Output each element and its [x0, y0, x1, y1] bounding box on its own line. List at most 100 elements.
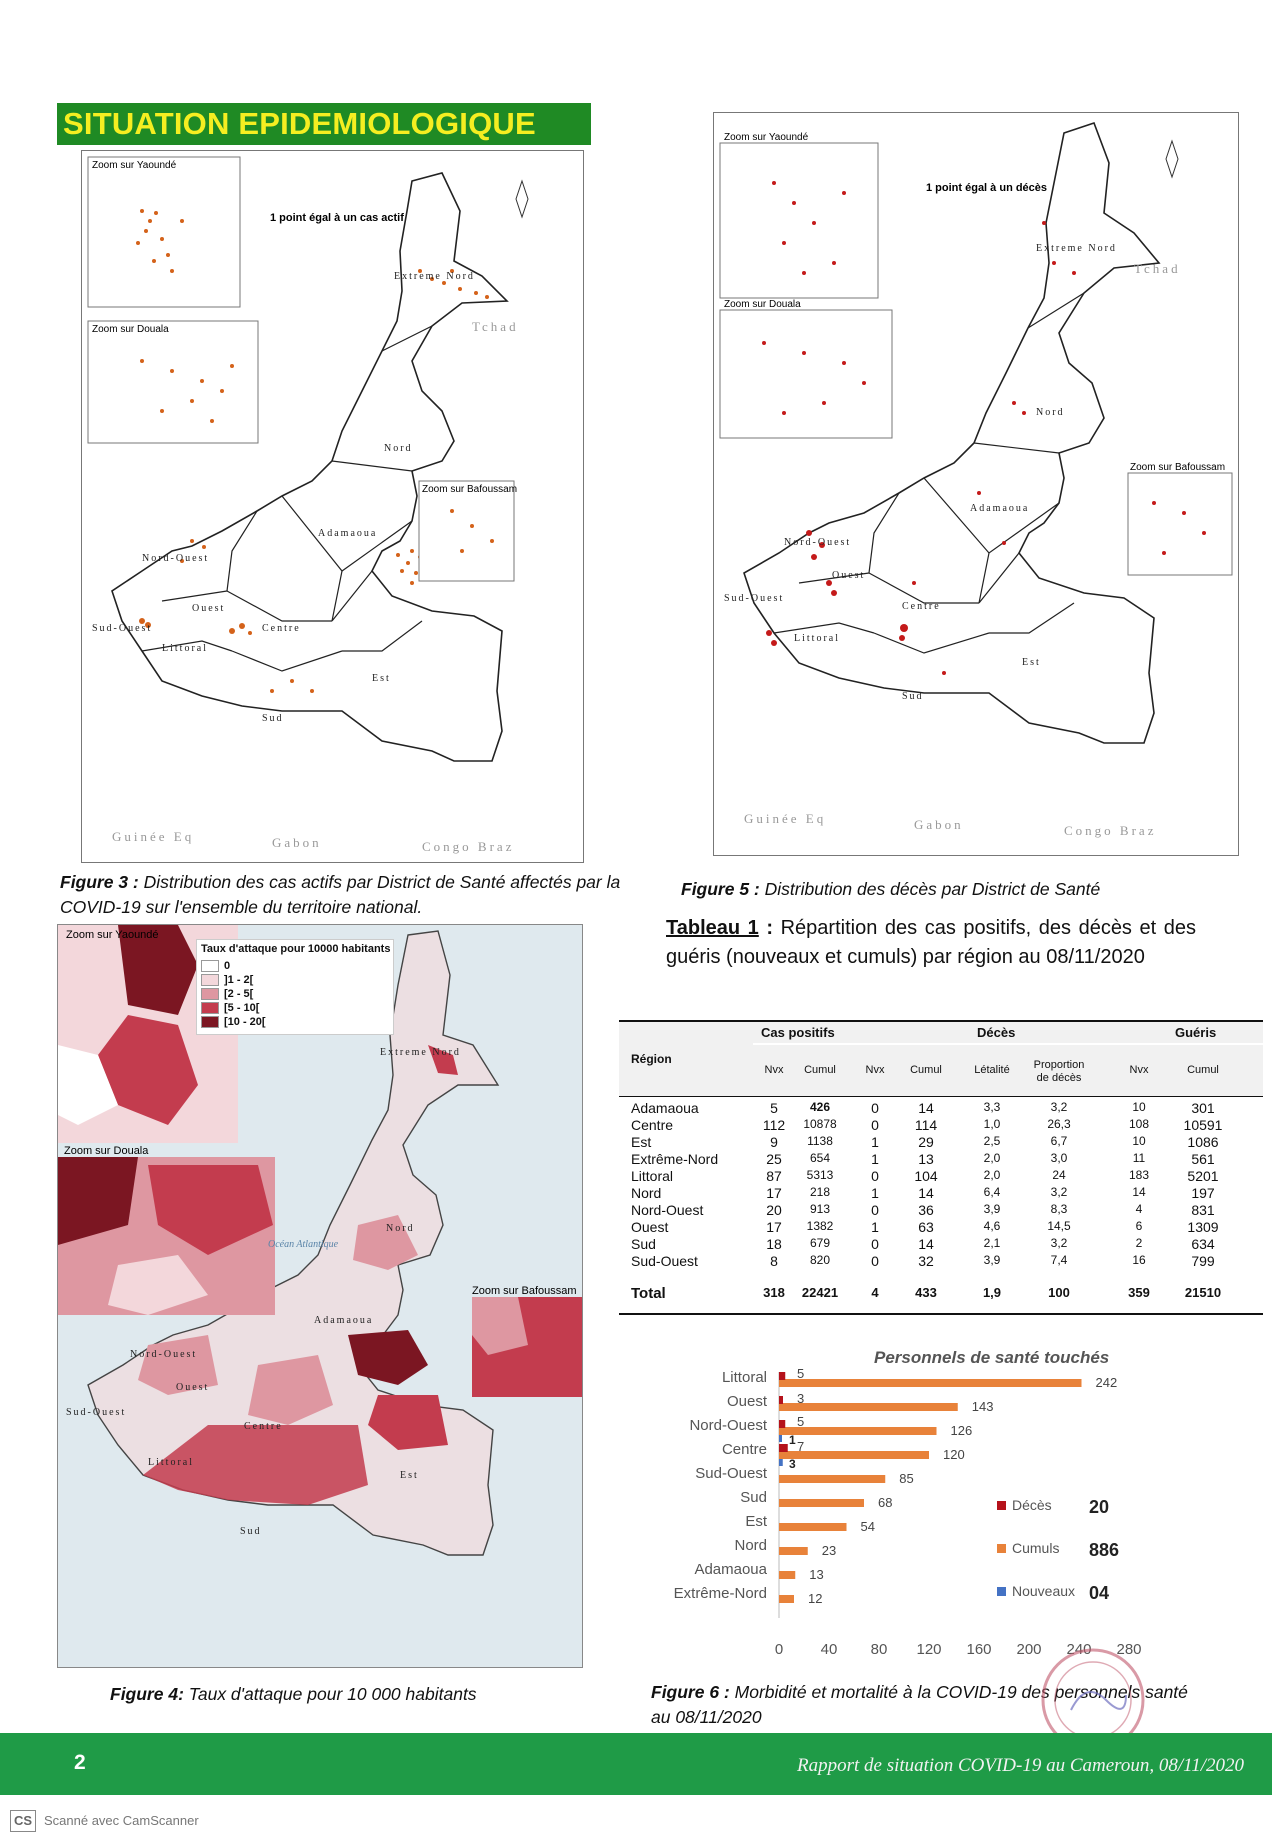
sub-header: Cumul: [804, 1064, 836, 1076]
figure-6-text: Morbidité et mortalité à la COVID-19 des…: [651, 1682, 1188, 1727]
bar-value-label: 1: [789, 1433, 796, 1447]
region-label: Sud-Ouest: [92, 623, 152, 634]
value-cell: 3,2: [1050, 1236, 1068, 1250]
value-cell: 3,3: [983, 1100, 1001, 1114]
camscanner-logo-icon: CS: [10, 1810, 36, 1832]
value-cell: 2: [1135, 1236, 1143, 1250]
value-cell: 6,7: [1050, 1134, 1068, 1148]
value-cell: 1138: [807, 1134, 833, 1148]
zoom-yaounde-label: Zoom sur Yaoundé: [66, 929, 159, 941]
table-row: Extrême-Nord 25 654 1 13 2,0 3,0 11 561: [619, 1151, 1263, 1168]
region-label: Centre: [902, 601, 941, 612]
value-cell: 108: [1128, 1117, 1150, 1131]
value-cell: 36: [918, 1202, 934, 1218]
value-cell: 20: [766, 1202, 782, 1218]
group-header-cas: Cas positifs: [761, 1025, 835, 1040]
cameroon-outline: [743, 121, 1161, 744]
value-cell: 6,4: [983, 1185, 1001, 1199]
bar-value-label: 120: [943, 1447, 965, 1462]
figure-5-text: Distribution des décès par District de S…: [759, 879, 1101, 899]
legend-swatch: [997, 1544, 1006, 1553]
region-label: Ouest: [832, 570, 865, 581]
category-label: Adamaoua: [694, 1561, 767, 1578]
table-row: Sud 18 679 0 14 2,1 3,2 2 634: [619, 1236, 1263, 1253]
zoom-douala-label: Zoom sur Douala: [724, 299, 801, 310]
legend-swatch: [997, 1501, 1006, 1510]
value-cell: 3,0: [1050, 1151, 1068, 1165]
region-label: Ouest: [176, 1382, 209, 1393]
value-cell: 18: [766, 1236, 782, 1252]
bar-cumuls: [779, 1571, 796, 1579]
bar-cumuls: [779, 1523, 847, 1531]
total-label: Total: [631, 1285, 666, 1302]
value-cell: 114: [914, 1117, 938, 1133]
total-value: 359: [1128, 1285, 1150, 1300]
region-label: Est: [1022, 657, 1041, 668]
region-cell: Sud: [631, 1236, 656, 1252]
value-cell: 831: [1191, 1202, 1215, 1218]
region-label: Littoral: [148, 1457, 194, 1468]
category-label: Centre: [722, 1441, 767, 1458]
region-label: Est: [400, 1470, 419, 1481]
tableau-1-text: Répartition des cas positifs, des décès …: [666, 917, 1196, 968]
legend-item: 0: [201, 960, 230, 973]
table-body: Adamaoua 5 426 0 14 3,3 3,2 10 301 Centre 112 10878…: [619, 1097, 1263, 1273]
value-cell: 0: [871, 1253, 879, 1269]
legend-item: ]1 - 2[: [201, 974, 253, 987]
regional-stats-table: Région Cas positifs Décès Guéris Nvx Cum…: [619, 1020, 1263, 1315]
group-header-deces: Décès: [977, 1025, 1016, 1040]
value-cell: 561: [1191, 1151, 1215, 1167]
bar-value-label: 23: [822, 1543, 836, 1558]
legend-item: [5 - 10[: [201, 1002, 259, 1015]
value-cell: 1: [871, 1151, 879, 1167]
tableau-1-title: Tableau 1 : Répartition des cas positifs…: [666, 914, 1196, 972]
value-cell: 6: [1135, 1219, 1143, 1233]
value-cell: 0: [871, 1100, 879, 1116]
page-footer: 2 Rapport de situation COVID-19 au Camer…: [0, 1733, 1272, 1795]
x-tick-label: 120: [916, 1641, 941, 1658]
legend-swatch: [201, 1016, 219, 1029]
neighbor-label: Congo Braz: [422, 839, 514, 854]
region-label: Nord: [384, 443, 413, 454]
value-cell: 5201: [1187, 1168, 1219, 1184]
total-value: 100: [1048, 1285, 1070, 1300]
page-number: 2: [74, 1751, 86, 1774]
total-value: 433: [915, 1285, 937, 1300]
chart-title: Personnels de santé touchés: [874, 1348, 1109, 1367]
region-label: Sud: [262, 713, 284, 724]
sub-header: Létalité: [974, 1064, 1010, 1076]
section-banner: SITUATION EPIDEMIOLOGIQUE: [57, 103, 591, 145]
zoom-bafoussam-label: Zoom sur Bafoussam: [472, 1285, 577, 1297]
bar-value-label: 13: [809, 1567, 823, 1582]
region-label: Nord-Ouest: [784, 537, 851, 548]
value-cell: 197: [1191, 1185, 1215, 1201]
value-cell: 3,2: [1050, 1185, 1068, 1199]
legend-swatch: [997, 1587, 1006, 1596]
region-label: Extreme Nord: [380, 1047, 461, 1058]
figure-5-prefix: Figure 5 :: [681, 879, 760, 899]
region-label: Nord: [1036, 407, 1065, 418]
value-cell: 654: [809, 1151, 831, 1165]
value-cell: 679: [809, 1236, 831, 1250]
value-cell: 0: [871, 1168, 879, 1184]
value-cell: 16: [1132, 1253, 1146, 1267]
bar-value-label: 143: [972, 1399, 994, 1414]
region-cell: Extrême-Nord: [631, 1151, 719, 1167]
zoom-douala-label: Zoom sur Douala: [92, 324, 169, 335]
value-cell: 17: [766, 1185, 782, 1201]
category-label: Sud-Ouest: [695, 1465, 768, 1482]
value-cell: 0: [871, 1117, 879, 1133]
bar-value-label: 3: [797, 1391, 804, 1406]
value-cell: 10: [1132, 1100, 1146, 1114]
sub-header: Nvx: [1129, 1064, 1149, 1076]
value-cell: 1086: [1187, 1134, 1219, 1150]
value-cell: 17: [766, 1219, 782, 1235]
value-cell: 112: [762, 1117, 786, 1133]
region-cell: Centre: [631, 1117, 674, 1133]
zoom-yaounde-label: Zoom sur Yaoundé: [724, 132, 809, 143]
table-row: Sud-Ouest 8 820 0 32 3,9 7,4 16 799: [619, 1253, 1263, 1270]
region-label: Adamaoua: [314, 1315, 373, 1326]
value-cell: 14: [918, 1236, 934, 1252]
value-cell: 4,6: [983, 1219, 1001, 1233]
table-row: Nord 17 218 1 14 6,4 3,2 14 197: [619, 1185, 1263, 1202]
